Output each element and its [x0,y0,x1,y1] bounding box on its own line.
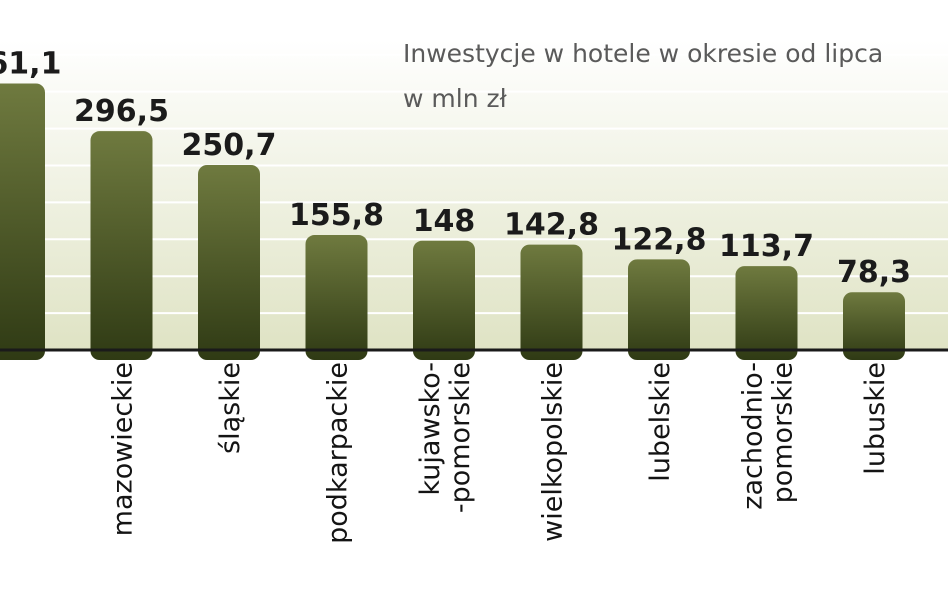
value-label: 113,7 [719,229,814,264]
category-label: mazowieckie [108,362,139,536]
category-label: śląskie [215,362,246,454]
bar [628,259,690,360]
bars: 361,1 296,5 250,7 155,8 148 142,8 122,8 113,7 78… [0,46,911,360]
bar [843,292,905,360]
chart-title: Inwestycje w hotele w okresie od lipca [403,39,883,68]
value-label: 361,1 [0,46,61,81]
bar [198,164,260,360]
bar [520,244,583,360]
value-label: 148 [413,204,476,239]
category-label: kujawsko- [415,362,446,496]
chart-subtitle: w mln zł [403,84,508,113]
value-label: 142,8 [504,208,599,243]
value-label: 78,3 [837,255,911,290]
value-label: 250,7 [182,128,277,163]
category-label: pomorskie [768,362,799,503]
category-label: zachodnio- [738,362,769,510]
value-label: 296,5 [74,94,169,129]
category-label: -pomorskie [445,362,476,513]
value-label: 155,8 [289,198,384,233]
bar [735,266,798,360]
value-label: 122,8 [612,222,707,257]
bar [413,240,475,360]
category-labels: mazowieckie śląskie podkarpackie kujawsko- -… [108,362,892,544]
category-label: lubuskie [860,362,891,475]
category-label: wielkopolskie [538,362,569,542]
category-label: podkarpackie [323,362,354,544]
category-label: lubelskie [645,362,676,482]
bar [90,131,153,360]
bar [0,83,45,360]
bar [305,235,368,360]
